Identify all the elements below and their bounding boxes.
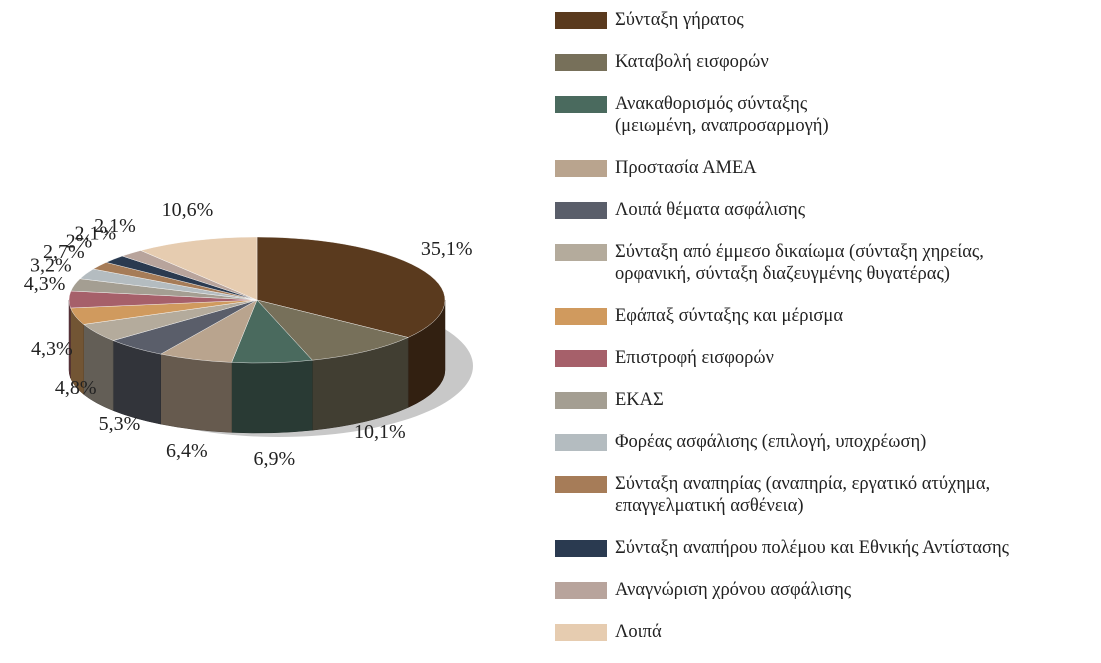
data-label: 2,1%	[94, 215, 136, 237]
legend-swatch	[555, 96, 607, 113]
data-label: 3,2%	[30, 255, 72, 277]
slice	[256, 299, 409, 361]
legend-swatch	[555, 244, 607, 261]
data-label: 2,7%	[43, 241, 85, 263]
legend-swatch	[555, 476, 607, 493]
slice-side	[231, 359, 313, 434]
legend-entry: Προστασία ΑΜΕΑ	[555, 157, 1101, 179]
legend-label: Προστασία ΑΜΕΑ	[615, 158, 757, 178]
legend-entry: Λοιπά θέματα ασφάλισης	[555, 199, 1101, 221]
legend-label: Ανακαθορισμός σύνταξης (μειωμένη, αναπρο…	[615, 94, 829, 136]
legend-label: ΕΚΑΣ	[615, 390, 664, 410]
legend-entry: Λοιπά	[555, 621, 1101, 643]
slice-side	[112, 340, 161, 425]
data-label: 5,3%	[99, 413, 141, 435]
legend-label: Σύνταξη αναπήρου πολέμου και Εθνικής Αντ…	[615, 538, 1010, 558]
data-label: 6,9%	[254, 448, 296, 470]
legend-swatch	[555, 540, 607, 557]
data-label: 35,1%	[421, 238, 473, 260]
legend-swatch	[555, 582, 607, 599]
data-label: 2,1%	[75, 223, 117, 245]
data-label: 4,3%	[31, 338, 73, 360]
legend-entry: Φορέας ασφάλισης (επιλογή, υποχρέωση)	[555, 431, 1101, 453]
legend-label: Επιστροφή εισφορών	[615, 348, 774, 368]
legend-swatch	[555, 350, 607, 367]
legend: Σύνταξη γήρατος Καταβολή εισφορών Ανακαθορ…	[555, 9, 1101, 663]
slice	[256, 236, 446, 338]
legend-entry: ΕΚΑΣ	[555, 389, 1101, 411]
legend-swatch	[555, 624, 607, 641]
legend-swatch	[555, 54, 607, 71]
chart: 35,1%10,1%6,9%6,4%5,3%4,8%4,3%4,3%3,2%2,…	[24, 199, 473, 470]
data-label: 4,8%	[55, 377, 97, 399]
legend-label: Αναγνώριση χρόνου ασφάλισης	[615, 580, 852, 600]
data-label: 10,6%	[162, 199, 214, 221]
legend-label: Σύνταξη αναπηρίας (αναπηρία, εργατικό ατ…	[615, 474, 991, 516]
legend-label: Λοιπά θέματα ασφάλισης	[615, 200, 806, 220]
slice-side	[160, 353, 232, 433]
legend-swatch	[555, 392, 607, 409]
legend-swatch	[555, 160, 607, 177]
legend-label: Σύνταξη γήρατος	[615, 10, 744, 30]
data-label: 6,4%	[166, 440, 208, 462]
legend-label: Εφάπαξ σύνταξης και μέρισμα	[615, 306, 844, 326]
legend-label: Σύνταξη από έμμεσο δικαίωμα (σύνταξη χηρ…	[615, 242, 984, 284]
slice	[140, 236, 258, 301]
legend-swatch	[555, 12, 607, 29]
legend-swatch	[555, 308, 607, 325]
legend-entry: Ανακαθορισμός σύνταξης (μειωμένη, αναπρο…	[555, 93, 1101, 137]
legend-entry: Εφάπαξ σύνταξης και μέρισμα	[555, 305, 1101, 327]
legend-entry: Καταβολή εισφορών	[555, 51, 1101, 73]
legend-entry: Σύνταξη από έμμεσο δικαίωμα (σύνταξη χηρ…	[555, 241, 1101, 285]
legend-label: Λοιπά	[615, 622, 662, 642]
legend-label: Φορέας ασφάλισης (επιλογή, υποχρέωση)	[615, 432, 927, 452]
legend-entry: Σύνταξη αναπηρίας (αναπηρία, εργατικό ατ…	[555, 473, 1101, 517]
legend-swatch	[555, 434, 607, 451]
data-label: 4,3%	[24, 273, 66, 295]
legend-swatch	[555, 202, 607, 219]
data-label: 10,1%	[354, 421, 406, 443]
legend-entry: Επιστροφή εισφορών	[555, 347, 1101, 369]
legend-entry: Αναγνώριση χρόνου ασφάλισης	[555, 579, 1101, 601]
legend-entry: Σύνταξη γήρατος	[555, 9, 1101, 31]
legend-entry: Σύνταξη αναπήρου πολέμου και Εθνικής Αντ…	[555, 537, 1101, 559]
data-label: 2%	[66, 231, 93, 253]
legend-label: Καταβολή εισφορών	[615, 52, 769, 72]
